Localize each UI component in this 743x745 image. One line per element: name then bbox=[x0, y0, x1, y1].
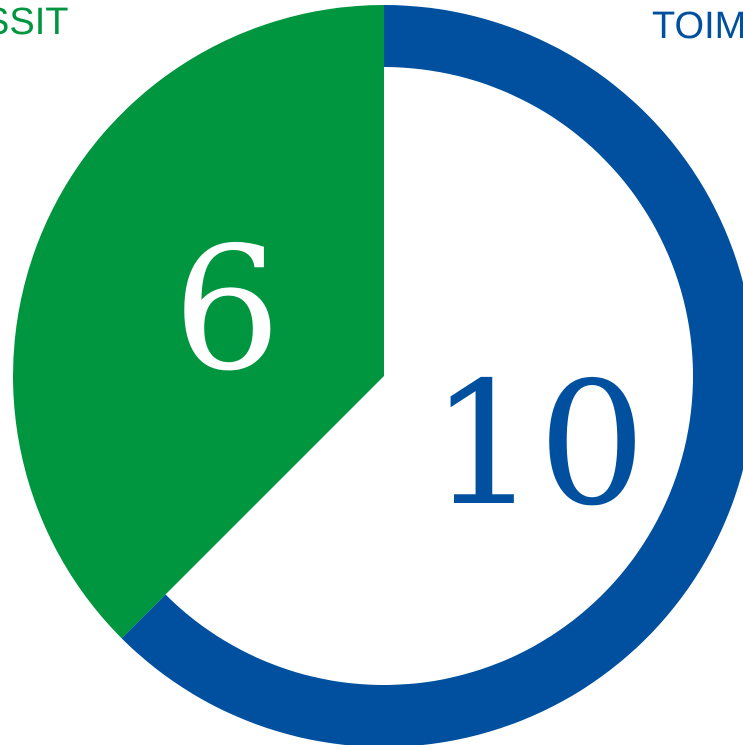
pie-slice-ssit bbox=[13, 5, 385, 639]
data-label-toim: 10 bbox=[430, 346, 646, 544]
legend-label-right: TOIM bbox=[652, 5, 743, 47]
ring-segment-toim bbox=[121, 5, 743, 745]
data-label-ssit: 6 bbox=[173, 211, 281, 409]
legend-label-left: SSIT bbox=[0, 1, 69, 43]
